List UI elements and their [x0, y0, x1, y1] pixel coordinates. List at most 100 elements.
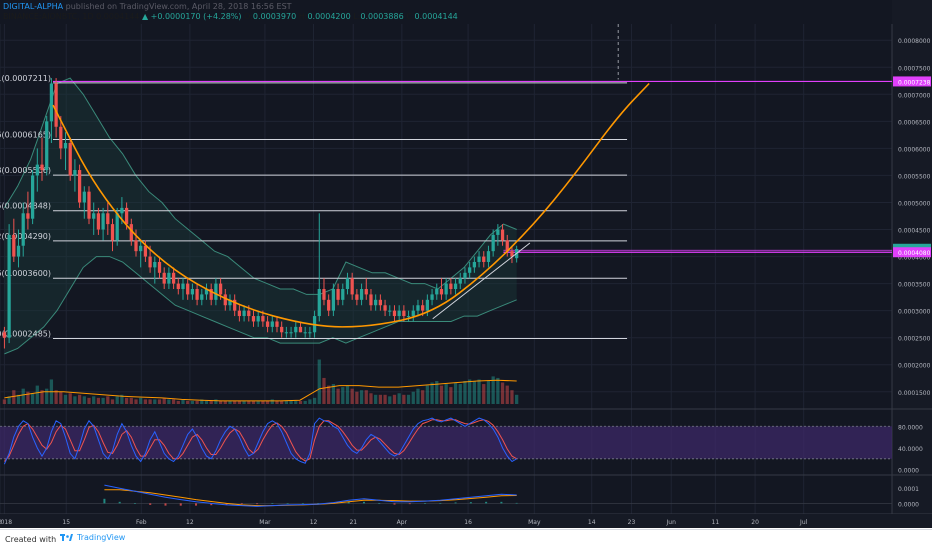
candle — [2, 326, 7, 349]
candle-body — [209, 289, 213, 300]
candle-body — [496, 229, 500, 235]
candle-body — [120, 207, 124, 214]
price-tag — [893, 247, 931, 258]
volume-bar — [59, 391, 63, 404]
candle-body — [402, 310, 406, 317]
candle-body — [124, 207, 129, 225]
volume-bar — [388, 396, 392, 404]
price-tag — [893, 76, 931, 87]
candle-body — [106, 213, 110, 225]
candle — [416, 299, 420, 317]
candle — [26, 191, 30, 230]
open-label: O: — [244, 12, 253, 21]
price-tick-label: 0.0004000 — [898, 255, 931, 262]
candle-body — [96, 213, 101, 230]
open-value: 0.0003970 — [252, 12, 297, 21]
candle-body — [275, 321, 279, 327]
candle — [162, 267, 166, 290]
price-axis-panel — [892, 0, 932, 528]
candle — [77, 164, 82, 208]
candle — [153, 256, 157, 284]
bollinger-fill — [4, 78, 517, 354]
high-label: H: — [298, 12, 308, 21]
author-link[interactable]: DIGITAL-ALPHA — [3, 2, 64, 11]
candle — [317, 213, 321, 322]
candle-body — [204, 289, 209, 295]
high-value: 0.0004200 — [307, 12, 351, 21]
candle — [411, 305, 415, 322]
created-with-text: Created with — [5, 535, 57, 544]
candle — [157, 256, 162, 279]
macd-histogram-bar — [393, 503, 396, 505]
candle — [73, 159, 77, 192]
candle — [496, 224, 500, 246]
candle — [350, 272, 354, 300]
candle-body — [87, 191, 91, 219]
candle — [378, 294, 382, 311]
candle — [214, 278, 218, 306]
bollinger-upper — [3, 77, 517, 295]
price-tick-label: 0.0006000 — [898, 146, 931, 153]
candle — [270, 316, 274, 333]
chart: 0.0008000 0.0007500 0.0007000 0.0006500 0.00… — [0, 0, 932, 528]
candle-body — [444, 283, 448, 295]
candle-body — [256, 316, 260, 322]
candle — [134, 229, 138, 257]
candle-body — [35, 164, 39, 176]
rsi-tick-label: 0.0000 — [898, 468, 919, 475]
candle-body — [45, 121, 49, 171]
candle — [223, 289, 227, 311]
candle-body — [383, 305, 387, 311]
volume-bar — [87, 397, 91, 404]
time-tick-label: 12 — [186, 519, 194, 526]
candle — [449, 278, 453, 295]
volume-bar — [463, 381, 467, 404]
candle-body — [355, 294, 359, 300]
macd-line — [104, 484, 517, 507]
candle — [45, 115, 49, 176]
candle-body — [162, 272, 166, 284]
candle — [139, 240, 143, 268]
candle-body — [435, 289, 439, 295]
time-tick-label: 21 — [349, 519, 357, 526]
macd-histogram-bar — [439, 503, 442, 504]
candle — [383, 299, 387, 317]
volume-bar — [392, 394, 397, 404]
volume-bar — [280, 400, 284, 404]
candle — [477, 251, 481, 268]
candle — [331, 283, 336, 317]
volume-bar — [251, 400, 256, 404]
candle-body — [110, 224, 115, 241]
candle — [171, 267, 176, 290]
tradingview-link[interactable]: TradingView — [60, 533, 125, 542]
macd-histogram-bar — [500, 501, 503, 504]
candle — [392, 305, 397, 322]
tradingview-brand: TradingView — [77, 533, 126, 542]
macd-histogram-bar — [286, 503, 289, 504]
volume-bar — [308, 399, 312, 404]
volume-bar — [355, 391, 359, 404]
candle-body — [280, 326, 284, 333]
volume-bar — [510, 390, 514, 404]
fib-level-label: 0.618(0.0005506) — [0, 166, 51, 175]
volume-bar — [167, 399, 171, 404]
candle-body — [181, 283, 185, 290]
candle-body — [190, 289, 195, 295]
candle — [186, 278, 190, 300]
volume-bar — [73, 396, 77, 404]
candle-body — [54, 83, 58, 127]
candle-body — [265, 321, 270, 327]
macd-histogram-bar — [424, 503, 427, 504]
time-tick-label: Jul — [799, 519, 808, 526]
volume-bar — [256, 400, 260, 404]
time-tick-label: 12 — [310, 519, 318, 526]
low-value: 0.0003886 — [360, 12, 404, 21]
candle — [40, 137, 44, 181]
candle — [388, 305, 392, 317]
candle-body — [392, 310, 397, 317]
candle-body — [171, 272, 176, 284]
volume-bar — [439, 385, 444, 404]
price-tick-label: 0.0004500 — [898, 228, 931, 235]
candle-body — [153, 261, 157, 268]
candle — [209, 283, 213, 306]
